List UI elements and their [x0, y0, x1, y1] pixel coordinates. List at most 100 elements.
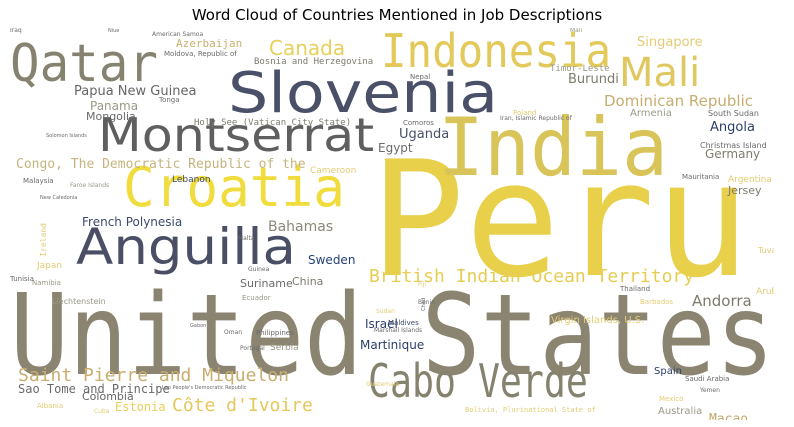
word-15: Dominican Republic [604, 92, 754, 110]
word-cloud: Peru United States Slovenia Indonesia India Q… [10, 28, 774, 420]
word-46: Spain [654, 366, 682, 377]
word-96: Gabon [190, 323, 207, 329]
word-42: Timor-Leste [550, 64, 610, 74]
word-89: Guatemala [366, 381, 400, 388]
word-24: Egypt [378, 141, 413, 155]
word-30: Martinique [360, 338, 425, 352]
word-11: British Indian Ocean Territory [369, 266, 695, 287]
word-3: Indonesia [381, 28, 612, 78]
word-64: Comoros [403, 119, 434, 127]
word-95: Yemen [700, 387, 720, 394]
word-0: Peru [370, 126, 750, 313]
word-9: Cabo Verde [368, 354, 588, 408]
word-45: Serbia [270, 343, 299, 353]
word-37: Mongolia [86, 110, 136, 123]
word-54: Liechtenstein [52, 297, 106, 306]
word-55: Malaysia [23, 177, 54, 185]
word-58: Philippines [256, 329, 294, 337]
word-13: Côte d'Ivoire [172, 395, 313, 416]
word-86: Benin [418, 299, 436, 306]
word-77: Bolivia, Plurinational State of [465, 406, 596, 414]
word-67: Namibia [32, 279, 61, 287]
word-50: Japan [37, 261, 63, 271]
word-88: Solomon Islands [46, 133, 87, 139]
word-36: Panama [90, 99, 139, 113]
word-78: Portugal [240, 345, 265, 352]
word-82: Lao People's Democratic Republic [162, 385, 247, 391]
word-94: Fiji [418, 281, 427, 288]
word-56: Tonga [159, 96, 180, 104]
word-80: Oman [224, 329, 243, 336]
word-16: Congo, The Democratic Republic of the [16, 157, 306, 172]
word-66: Tuvalu [758, 246, 774, 255]
word-63: Poland [513, 109, 537, 117]
word-32: Sao Tome and Principe [18, 382, 170, 396]
word-84: Malta [238, 235, 255, 242]
word-81: Iran, Islamic Republic of [500, 115, 572, 122]
word-34: Azerbaijan [176, 37, 243, 50]
word-49: Argentina [728, 175, 772, 185]
word-23: Uganda [399, 127, 450, 142]
word-65: Nepal [410, 73, 431, 81]
word-38: Jersey [728, 184, 762, 197]
word-91: Barbados [640, 298, 674, 306]
word-62: Aruba [756, 287, 774, 297]
word-40: Holy See (Vatican City State) [194, 118, 352, 128]
word-60: Maldives [388, 319, 419, 327]
word-85: Guinea [248, 266, 270, 273]
word-97: Iraq [10, 28, 22, 34]
word-2: Slovenia [228, 61, 499, 126]
word-90: Cuba [94, 408, 110, 415]
word-21: Singapore [637, 35, 703, 50]
word-43: Lebanon [172, 175, 211, 185]
word-93: Chad [421, 298, 427, 311]
word-70: Mexico [659, 395, 684, 403]
word-51: Virgin Islands, U.S. [551, 315, 645, 326]
chart-title: Word Cloud of Countries Mentioned in Job… [191, 6, 603, 24]
word-47: Armenia [630, 108, 672, 119]
word-28: Suriname [240, 277, 293, 290]
word-39: Colombia [82, 390, 134, 403]
word-61: Thailand [620, 285, 651, 293]
word-4: India [438, 101, 668, 194]
word-76: Marshall Islands [374, 327, 423, 334]
word-7: Croatia [123, 156, 345, 219]
word-75: Faroe Islands [70, 182, 110, 189]
word-72: Mauritania [682, 173, 720, 181]
word-17: French Polynesia [82, 215, 183, 229]
word-68: Tunisia [10, 275, 34, 283]
word-8: Anguilla [76, 218, 296, 276]
word-20: Papua New Guinea [74, 84, 197, 99]
word-73: Moldova, Republic of [164, 50, 237, 58]
word-33: Macao [709, 412, 749, 420]
word-6: Montserrat [98, 108, 375, 162]
word-57: Ireland [39, 223, 48, 257]
word-25: Angola [710, 120, 755, 135]
word-12: Saint Pierre and Miquelon [18, 365, 289, 386]
word-27: Sweden [308, 253, 356, 267]
word-87: New Caledonia [40, 195, 78, 201]
word-92: Niue [108, 28, 120, 34]
word-48: Australia [658, 406, 703, 417]
word-22: Burundi [568, 72, 619, 87]
word-19: Andorra [692, 292, 752, 310]
word-83: Sudan [376, 308, 395, 315]
word-35: Estonia [115, 400, 166, 414]
word-59: Ecuador [242, 294, 271, 302]
word-31: Israel [365, 317, 398, 331]
word-74: American Samoa [152, 31, 204, 38]
word-18: Bahamas [268, 219, 334, 235]
word-79: Mali [570, 28, 583, 34]
word-71: Saudi Arabia [685, 375, 730, 383]
word-14: Canada [269, 36, 346, 60]
word-1: United States [10, 271, 774, 401]
word-69: Albania [37, 402, 64, 410]
word-41: Bosnia and Herzegovina [254, 57, 374, 67]
word-26: Germany [705, 147, 761, 161]
word-52: Christmas Island [700, 141, 767, 150]
word-5: Qatar [10, 34, 158, 94]
word-29: China [292, 275, 324, 288]
word-44: Cameroon [310, 166, 357, 176]
word-10: Mali [619, 50, 701, 96]
word-53: South Sudan [708, 109, 759, 118]
